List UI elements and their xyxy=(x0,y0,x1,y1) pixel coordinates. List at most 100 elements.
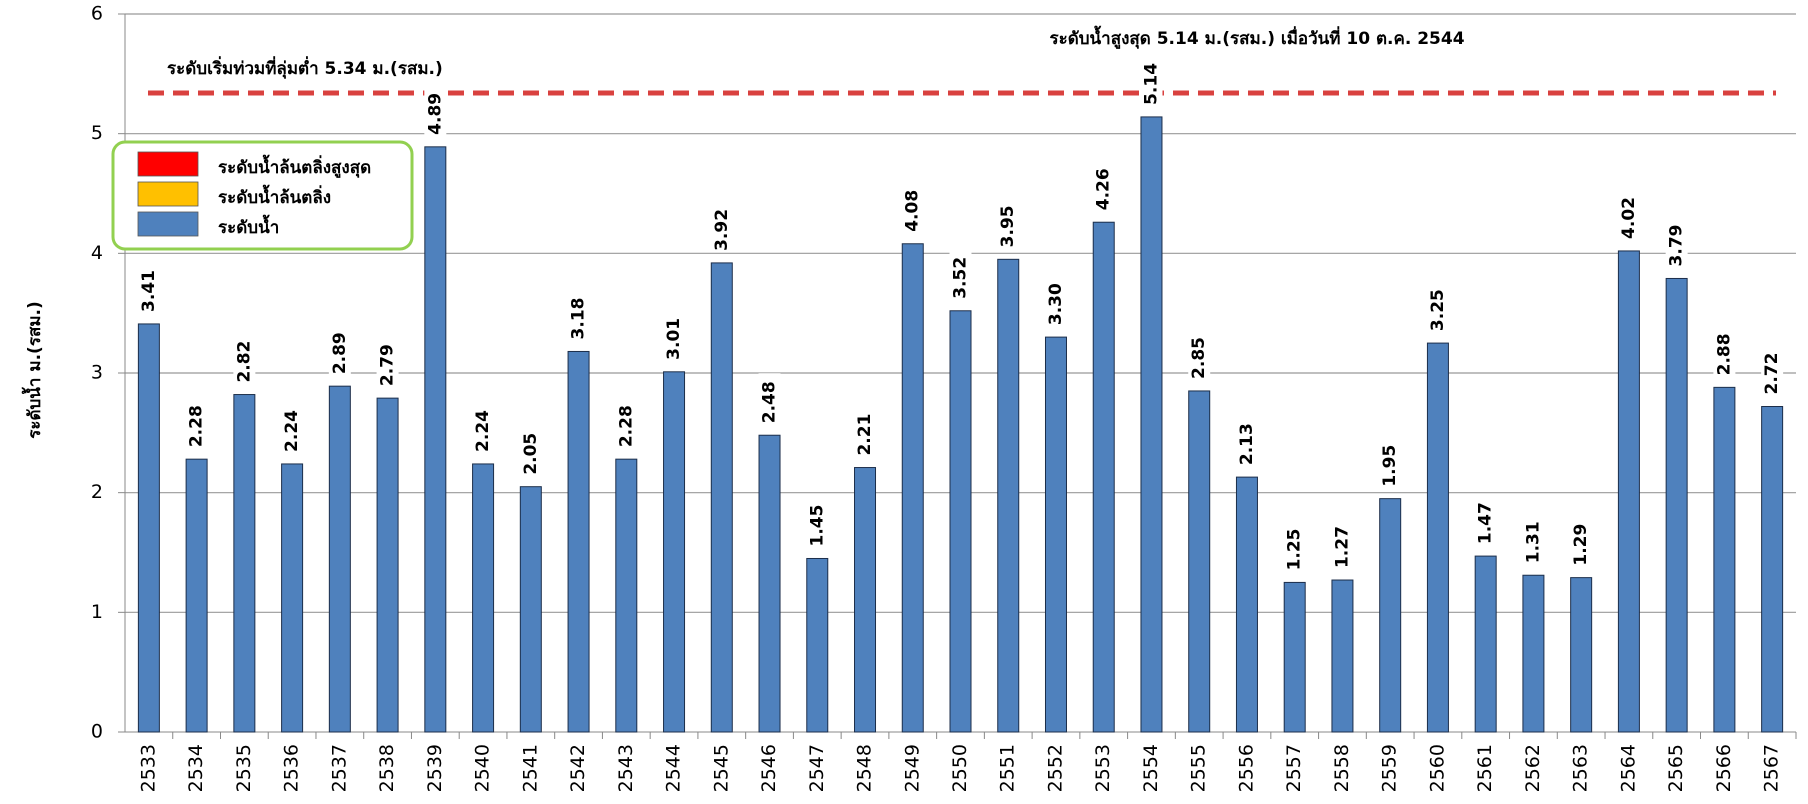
label-bg xyxy=(949,248,972,299)
value-label: 2.88 xyxy=(1714,333,1734,375)
value-label: 3.52 xyxy=(951,257,971,299)
label-bg xyxy=(328,324,351,375)
bar xyxy=(1426,342,1449,733)
value-label: 1.95 xyxy=(1380,445,1400,487)
value-label: 2.85 xyxy=(1189,337,1209,379)
label-bg xyxy=(233,332,256,383)
value-label: 2.21 xyxy=(855,414,875,456)
bar xyxy=(328,385,351,733)
value-label: 4.08 xyxy=(903,190,923,232)
label-bg xyxy=(901,181,924,232)
x-tick-label: 2558 xyxy=(1331,744,1353,792)
bar xyxy=(806,557,829,733)
bar xyxy=(1188,390,1211,733)
label-bg xyxy=(519,424,542,475)
bar xyxy=(424,146,447,733)
x-tick-label: 2536 xyxy=(281,744,303,792)
value-label: 2.82 xyxy=(234,341,254,383)
value-label: 2.89 xyxy=(330,332,350,374)
label-bg xyxy=(1092,160,1115,211)
value-label: 2.28 xyxy=(187,405,207,447)
legend-swatch xyxy=(137,181,199,207)
x-tick-label: 2541 xyxy=(519,744,541,792)
label-bg xyxy=(1379,436,1402,487)
label-bg xyxy=(1331,518,1354,569)
label-bg xyxy=(1235,415,1258,466)
label-bg xyxy=(424,84,447,135)
label-bg xyxy=(567,289,590,340)
value-label: 1.45 xyxy=(807,505,827,547)
label-bg xyxy=(1761,344,1784,395)
value-label: 3.41 xyxy=(139,270,159,312)
value-label: 5.14 xyxy=(1141,63,1161,105)
label-bg xyxy=(1617,188,1640,239)
x-tick-label: 2561 xyxy=(1474,744,1496,792)
x-tick-label: 2538 xyxy=(376,744,398,792)
bar xyxy=(615,458,638,733)
x-tick-label: 2560 xyxy=(1426,744,1448,792)
x-tick-label: 2534 xyxy=(185,744,207,792)
y-tick-label: 1 xyxy=(91,601,103,623)
value-label: 3.92 xyxy=(712,209,732,251)
label-bg xyxy=(1665,216,1688,267)
x-tick-label: 2537 xyxy=(328,744,350,792)
bar xyxy=(519,486,542,733)
value-label: 2.24 xyxy=(282,410,302,452)
value-label: 3.18 xyxy=(569,298,589,340)
bar xyxy=(854,467,877,733)
label-bg xyxy=(997,197,1020,248)
label-bg xyxy=(710,200,733,251)
value-label: 2.48 xyxy=(760,381,780,423)
label-bg xyxy=(376,336,399,387)
legend-swatch xyxy=(137,151,199,177)
bar xyxy=(137,323,160,733)
bar xyxy=(1522,574,1545,733)
label-bg xyxy=(1188,328,1211,379)
x-tick-label: 2551 xyxy=(997,744,1019,792)
value-label: 3.95 xyxy=(998,205,1018,247)
x-tick-label: 2557 xyxy=(1283,744,1305,792)
value-label: 2.28 xyxy=(616,405,636,447)
label-bg xyxy=(854,405,877,456)
value-label: 3.79 xyxy=(1667,225,1687,267)
label-bg xyxy=(1522,513,1545,564)
value-label: 1.31 xyxy=(1523,521,1543,563)
value-label: 3.25 xyxy=(1428,289,1448,331)
bar xyxy=(281,463,304,733)
value-label: 3.30 xyxy=(1046,283,1066,325)
label-bg xyxy=(281,401,304,452)
bar xyxy=(901,243,924,733)
legend-label: ระดับน้ำ xyxy=(218,214,279,238)
x-tick-label: 2555 xyxy=(1188,744,1210,792)
x-tick-label: 2540 xyxy=(472,744,494,792)
value-label: 2.79 xyxy=(378,344,398,386)
bar xyxy=(567,350,590,733)
bar xyxy=(1761,406,1784,733)
x-tick-label: 2543 xyxy=(615,744,637,792)
x-tick-label: 2563 xyxy=(1570,744,1592,792)
label-bg xyxy=(185,397,208,448)
bar xyxy=(1617,250,1640,733)
value-label: 2.13 xyxy=(1237,423,1257,465)
value-label: 2.72 xyxy=(1762,353,1782,395)
x-tick-label: 2566 xyxy=(1713,744,1735,792)
x-tick-label: 2546 xyxy=(758,744,780,792)
legend-label: ระดับน้ำล้นตลิ่ง xyxy=(218,184,331,208)
x-tick-label: 2565 xyxy=(1665,744,1687,792)
legend-swatch xyxy=(137,211,199,237)
bar xyxy=(1044,336,1067,733)
value-label: 2.24 xyxy=(473,410,493,452)
value-label: 1.47 xyxy=(1476,502,1496,544)
bar xyxy=(472,463,495,733)
x-tick-label: 2554 xyxy=(1140,744,1162,792)
bar xyxy=(758,434,781,733)
x-tick-label: 2550 xyxy=(949,744,971,792)
bar xyxy=(710,262,733,733)
bar xyxy=(1570,577,1593,733)
value-label: 4.26 xyxy=(1094,168,1114,210)
value-label: 3.01 xyxy=(664,318,684,360)
label-bg xyxy=(758,373,781,424)
bar xyxy=(1713,386,1736,733)
x-tick-label: 2553 xyxy=(1092,744,1114,792)
